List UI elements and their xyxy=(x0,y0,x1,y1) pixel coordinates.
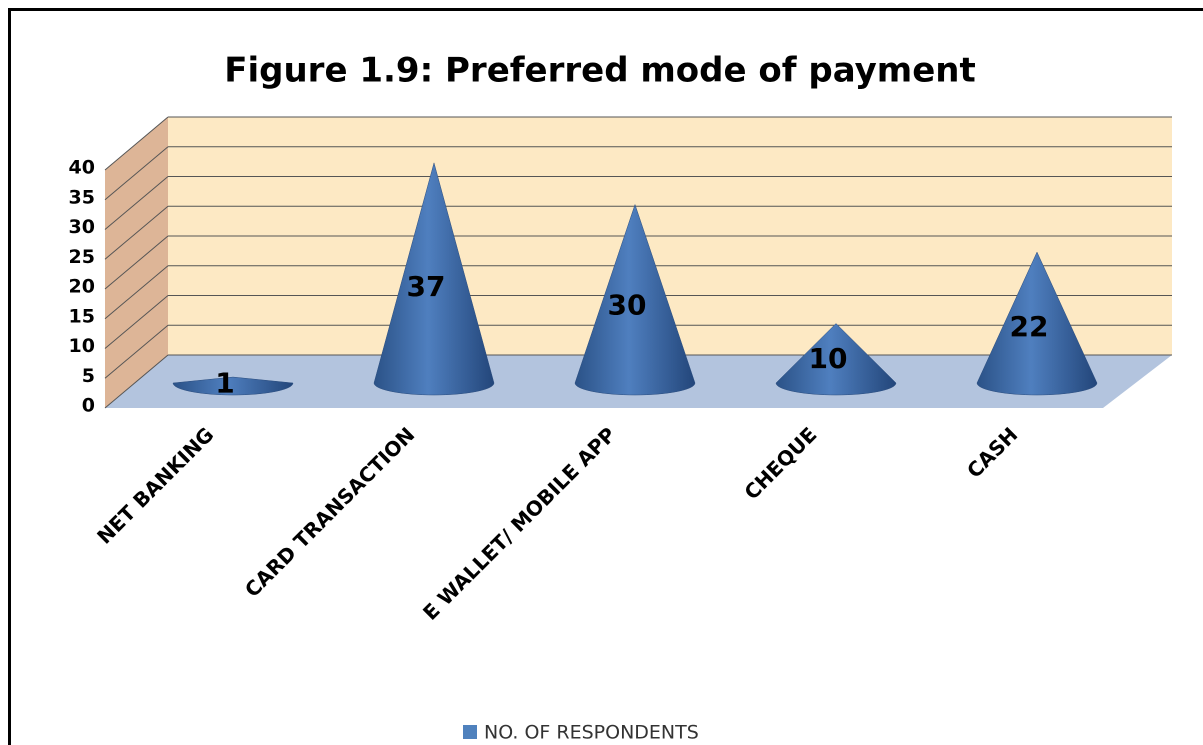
legend-label: NO. OF RESPONDENTS xyxy=(484,722,699,744)
y-tick-label: 15 xyxy=(69,305,95,327)
cone xyxy=(574,203,696,396)
chart-title: Figure 1.9: Preferred mode of payment xyxy=(224,51,975,91)
grid-line xyxy=(104,265,169,320)
y-tick-label: 35 xyxy=(69,186,95,208)
grid-line xyxy=(104,146,169,201)
cone xyxy=(172,376,294,396)
legend-swatch xyxy=(463,725,477,739)
y-tick-label: 10 xyxy=(69,335,95,357)
y-tick-label: 30 xyxy=(69,216,95,238)
cone xyxy=(775,323,897,396)
grid-line xyxy=(104,295,169,349)
grid-line xyxy=(104,116,169,171)
y-tick-label: 0 xyxy=(82,395,95,417)
grid-line xyxy=(104,324,169,379)
grid-line xyxy=(104,235,169,290)
grid-line xyxy=(104,176,169,230)
grid-line xyxy=(104,205,169,260)
y-tick-label: 20 xyxy=(69,276,95,298)
cone xyxy=(373,161,495,396)
cone xyxy=(976,251,1098,396)
data-label: 10 xyxy=(809,342,848,375)
grid-line xyxy=(104,354,169,409)
data-label: 37 xyxy=(407,270,446,303)
y-tick-label: 5 xyxy=(82,365,95,387)
data-label: 1 xyxy=(215,366,234,399)
y-tick-label: 40 xyxy=(69,157,95,179)
data-label: 22 xyxy=(1010,310,1049,343)
data-label: 30 xyxy=(608,289,647,322)
y-tick-label: 25 xyxy=(69,246,95,268)
